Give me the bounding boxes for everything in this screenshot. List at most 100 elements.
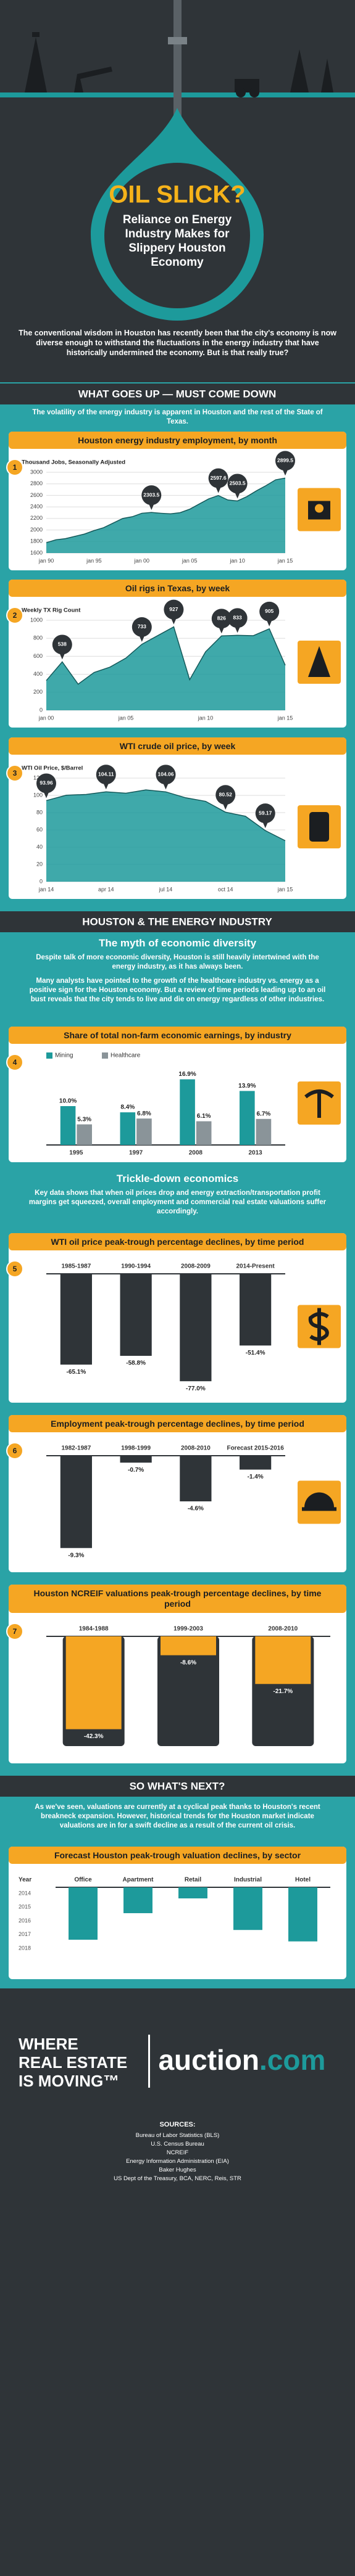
badge bbox=[6, 1054, 23, 1071]
x-tick-label: jan 00 bbox=[38, 715, 54, 721]
callout-label: 59.17 bbox=[259, 810, 272, 816]
y-tick-label: 2600 bbox=[30, 492, 43, 498]
bar bbox=[240, 1091, 255, 1145]
badge bbox=[6, 607, 23, 624]
source: Bureau of Labor Statistics (BLS) bbox=[135, 2132, 220, 2139]
x-tick-label: 2008 bbox=[189, 1150, 203, 1157]
callout-label: 905 bbox=[265, 608, 274, 614]
callout bbox=[208, 468, 228, 488]
card-title: Houston energy industry employment, by m… bbox=[78, 435, 277, 445]
x-tick-label: 1984-1988 bbox=[79, 1626, 109, 1633]
x-tick-label: 1985-1987 bbox=[61, 1263, 91, 1270]
row-header: Year bbox=[19, 1877, 31, 1884]
badge bbox=[6, 1442, 23, 1459]
callout-label: 104.11 bbox=[98, 771, 114, 777]
x-tick-label: Office bbox=[74, 1877, 92, 1884]
logo: auction bbox=[158, 2044, 259, 2076]
callout-label: 733 bbox=[138, 623, 146, 630]
area bbox=[46, 626, 285, 710]
icon bbox=[309, 812, 329, 842]
callout-label: 538 bbox=[58, 641, 67, 647]
value-label: -3.3% bbox=[185, 1963, 201, 1969]
bar bbox=[69, 1887, 98, 1940]
card-title: Oil rigs in Texas, by week bbox=[125, 583, 230, 593]
x-tick-label: Forecast 2015-2016 bbox=[227, 1445, 284, 1452]
source: U.S. Census Bureau bbox=[151, 2141, 204, 2147]
card-title-bar bbox=[9, 1027, 346, 1044]
line bbox=[46, 626, 286, 685]
rig-silhouettes bbox=[25, 32, 333, 97]
callout-label: 833 bbox=[233, 615, 242, 621]
valve bbox=[168, 37, 187, 44]
x-tick-label: 1982-1987 bbox=[61, 1445, 91, 1452]
value-label: -58.8% bbox=[126, 1360, 146, 1367]
y-tick-label: 1600 bbox=[30, 549, 43, 556]
callout-label: 93.96 bbox=[40, 780, 53, 786]
card-title-bar bbox=[9, 1233, 346, 1250]
card-title-bar bbox=[9, 1585, 346, 1613]
y-tick-label: 1800 bbox=[30, 538, 43, 544]
intro: The conventional wisdom in Houston has r… bbox=[19, 329, 336, 357]
callout-label: 826 bbox=[217, 615, 226, 621]
x-tick-label: 2014-Present bbox=[236, 1263, 275, 1270]
axis-subtitle: Weekly TX Rig Count bbox=[22, 607, 81, 614]
y-tick-label: 600 bbox=[33, 653, 43, 659]
card-title-bar bbox=[9, 1415, 346, 1432]
bar bbox=[256, 1118, 272, 1145]
value-label: -21.7% bbox=[273, 1688, 293, 1695]
value-label: 6.7% bbox=[257, 1110, 271, 1117]
area bbox=[46, 790, 285, 882]
subtitle: Reliance on Energy Industry Makes for Sl… bbox=[122, 213, 232, 269]
x-tick-label: Industrial bbox=[234, 1877, 262, 1884]
bar bbox=[60, 1106, 76, 1145]
source: NCREIF bbox=[166, 2149, 189, 2156]
bar bbox=[180, 1274, 212, 1382]
x-tick-label: Hotel bbox=[295, 1877, 311, 1884]
x-tick-label: 1997 bbox=[129, 1150, 143, 1157]
legend-swatch bbox=[102, 1052, 108, 1059]
x-tick-label: jan 10 bbox=[198, 715, 214, 721]
card-title: WTI oil price peak-trough percentage dec… bbox=[51, 1237, 304, 1247]
source: Energy Information Administration (EIA) bbox=[126, 2158, 229, 2165]
x-tick-label: jan 90 bbox=[38, 557, 54, 564]
icon bbox=[304, 1492, 334, 1507]
badge-number: 5 bbox=[13, 1265, 17, 1273]
value-label: 6.1% bbox=[197, 1113, 211, 1120]
icon bbox=[308, 1308, 329, 1345]
callout bbox=[164, 599, 184, 620]
callout bbox=[156, 765, 176, 785]
badge bbox=[6, 1623, 23, 1640]
callout bbox=[255, 803, 275, 824]
value-label: 16.9% bbox=[178, 1071, 196, 1078]
y-tick-label: 2200 bbox=[30, 515, 43, 521]
y-tick-label: 120 bbox=[33, 774, 43, 781]
x-tick-label: 1999-2003 bbox=[173, 1626, 203, 1633]
callout-label: 104.06 bbox=[158, 771, 174, 777]
y-tick-label: 800 bbox=[33, 635, 43, 641]
section-heading: WHAT GOES UP — MUST COME DOWN bbox=[78, 388, 276, 400]
card-title-bar bbox=[9, 432, 346, 449]
value-label: -15.6% bbox=[73, 1963, 93, 1969]
card-title-bar bbox=[9, 1847, 346, 1864]
callout bbox=[259, 601, 280, 621]
x-tick-label: jan 15 bbox=[277, 715, 293, 721]
section-text: As we've seen, valuations are currently … bbox=[35, 1803, 320, 1829]
y-tick-label: 0 bbox=[40, 878, 43, 884]
bar bbox=[255, 1636, 311, 1684]
bar bbox=[120, 1274, 152, 1356]
x-tick-label: jan 00 bbox=[134, 557, 150, 564]
footer-bg bbox=[0, 1988, 355, 2576]
card-title: Forecast Houston peak-trough valuation d… bbox=[54, 1850, 301, 1860]
bar bbox=[120, 1456, 152, 1463]
bar bbox=[77, 1124, 92, 1145]
callout bbox=[275, 451, 295, 471]
card bbox=[9, 1027, 346, 1162]
x-tick-label: jul 14 bbox=[159, 886, 173, 892]
card-title: Houston NCREIF valuations peak-trough pe… bbox=[33, 1588, 322, 1609]
callout-label: 2303.5 bbox=[143, 491, 159, 498]
value-label: -65.1% bbox=[67, 1369, 86, 1376]
callout-label: 927 bbox=[169, 606, 178, 612]
source: Baker Hughes bbox=[159, 2167, 196, 2173]
line bbox=[46, 477, 286, 543]
